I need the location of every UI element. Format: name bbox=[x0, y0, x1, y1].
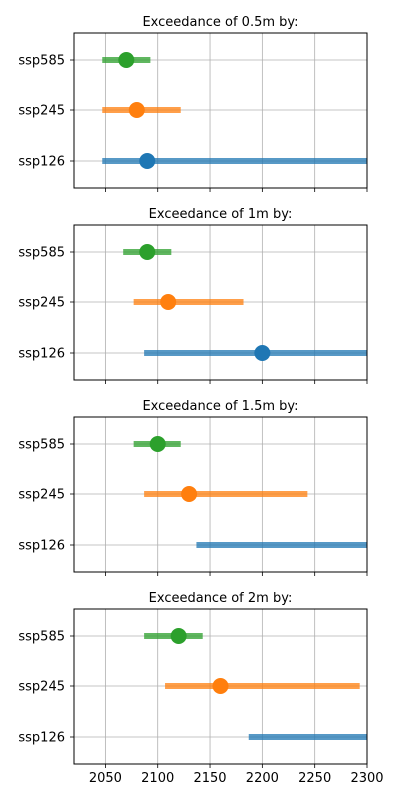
y-tick-label-ssp585: ssp585 bbox=[18, 54, 65, 69]
x-tick-label: 2200 bbox=[246, 771, 279, 786]
axes-frame bbox=[73, 32, 368, 189]
y-tick-label-ssp245: ssp245 bbox=[18, 488, 65, 503]
median-marker-ssp245 bbox=[212, 678, 229, 694]
chart-panel-3: Exceedance of 1.5m by: ssp585 ssp245 ssp126 bbox=[18, 399, 368, 576]
median-marker-ssp585 bbox=[118, 52, 135, 68]
median-marker-ssp126 bbox=[254, 345, 271, 361]
y-tick-label-ssp585: ssp585 bbox=[18, 438, 65, 453]
x-tick-label: 2100 bbox=[141, 771, 174, 786]
chart-title: Exceedance of 1.5m by: bbox=[142, 399, 298, 414]
plot-area bbox=[74, 609, 367, 764]
plot-area bbox=[74, 417, 367, 572]
y-tick-label-ssp245: ssp245 bbox=[18, 104, 65, 119]
plot-area bbox=[74, 33, 367, 188]
median-marker-ssp245 bbox=[181, 486, 198, 502]
y-tick-label-ssp245: ssp245 bbox=[18, 296, 65, 311]
x-tick-label: 2300 bbox=[350, 771, 383, 786]
y-tick-label-ssp585: ssp585 bbox=[18, 630, 65, 645]
median-marker-ssp585 bbox=[139, 244, 156, 260]
chart-title: Exceedance of 0.5m by: bbox=[142, 15, 298, 30]
y-tick-label-ssp126: ssp126 bbox=[18, 155, 65, 170]
median-marker-ssp585 bbox=[170, 628, 187, 644]
axes-frame bbox=[73, 608, 368, 765]
y-tick-label-ssp585: ssp585 bbox=[18, 246, 65, 261]
median-marker-ssp245 bbox=[128, 102, 145, 118]
median-marker-ssp126 bbox=[139, 153, 156, 169]
chart-title: Exceedance of 2m by: bbox=[149, 591, 293, 606]
chart-panel-4: Exceedance of 2m by: ssp585 ssp245 ssp126 20… bbox=[18, 591, 383, 786]
y-tick-label-ssp126: ssp126 bbox=[18, 731, 65, 746]
y-tick-label-ssp126: ssp126 bbox=[18, 347, 65, 362]
median-marker-ssp245 bbox=[160, 294, 177, 310]
y-tick-label-ssp126: ssp126 bbox=[18, 539, 65, 554]
axes-frame bbox=[73, 224, 368, 381]
x-tick-label: 2250 bbox=[298, 771, 331, 786]
plot-area bbox=[74, 225, 367, 380]
y-tick-label-ssp245: ssp245 bbox=[18, 680, 65, 695]
median-marker-ssp585 bbox=[149, 436, 166, 452]
x-tick-label: 2050 bbox=[89, 771, 122, 786]
chart-panel-2: Exceedance of 1m by: ssp585 ssp245 ssp126 bbox=[18, 207, 368, 384]
axes-frame bbox=[73, 416, 368, 573]
x-tick-label: 2150 bbox=[193, 771, 226, 786]
chart-panel-1: Exceedance of 0.5m by: ssp585 ssp245 ssp126 bbox=[18, 15, 368, 192]
chart-title: Exceedance of 1m by: bbox=[149, 207, 293, 222]
